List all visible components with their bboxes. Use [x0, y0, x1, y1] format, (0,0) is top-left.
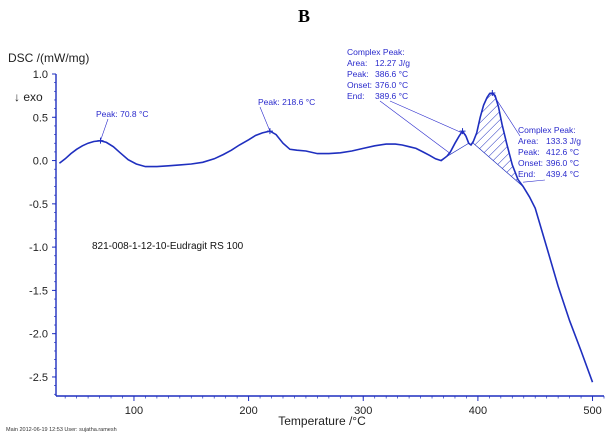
y-tick-label: 0.0	[33, 156, 48, 168]
complex-peak-1-end-key: End:	[347, 91, 365, 101]
footer-info: Main 2012-06-19 12:53 User: sujatha.rame…	[6, 427, 117, 433]
y-tick-label: 1.0	[33, 69, 48, 81]
complex-peak-2-end-value: 439.4 °C	[546, 169, 579, 179]
peak-70-label: Peak: 70.8 °C	[96, 109, 149, 119]
y-tick-label: 0.5	[33, 112, 48, 124]
peak-markers	[97, 90, 496, 144]
complex-peak-1-end-value: 389.6 °C	[375, 91, 408, 101]
complex-peak-2-annotation: Complex Peak: Area: 133.3 J/g Peak: 412.…	[518, 125, 581, 179]
y-tick-label: -0.5	[29, 199, 48, 211]
annotation-leaders	[100, 92, 546, 183]
complex-peak-2-end-key: End:	[518, 169, 536, 179]
leader-line	[259, 106, 271, 132]
y-tick-label: -1.5	[29, 285, 48, 297]
x-tick-label: 300	[354, 405, 372, 417]
x-tick-label: 200	[239, 405, 257, 417]
complex-peak-1-peak-value: 386.6 °C	[375, 69, 408, 79]
complex-peak-2-area-value: 133.3 J/g	[546, 136, 581, 146]
complex-peak-1-peak-key: Peak:	[347, 69, 369, 79]
complex-peak-1-title: Complex Peak:	[347, 47, 405, 57]
x-tick-label: 400	[469, 405, 487, 417]
leader-line	[100, 118, 109, 141]
complex-peak-1-onset-key: Onset:	[347, 80, 372, 90]
complex-peak-1-onset-value: 376.0 °C	[375, 80, 408, 90]
y-ticks: 1.0 0.5 0.0 -0.5 -1.0 -1.5 -2.0 -2.5	[29, 69, 56, 395]
leader-line	[379, 100, 451, 154]
peak-marker	[489, 90, 496, 97]
exo-label: ↓ exo	[14, 90, 43, 104]
y-axis-label: DSC /(mW/mg)	[8, 51, 89, 65]
y-tick-label: -1.0	[29, 242, 48, 254]
y-tick-label: -2.0	[29, 329, 48, 341]
complex-peak-1-area-value: 12.27 J/g	[375, 58, 410, 68]
complex-peak-1-area-key: Area:	[347, 58, 367, 68]
dsc-curve	[58, 92, 594, 383]
complex-peak-2-title: Complex Peak:	[518, 125, 576, 135]
peak-218-label: Peak: 218.6 °C	[258, 97, 315, 107]
sample-label: 821-008-1-12-10-Eudragit RS 100	[92, 241, 244, 252]
leader-line	[389, 100, 467, 135]
complex-peak-2-onset-key: Onset:	[518, 158, 543, 168]
leader-line	[492, 92, 521, 137]
complex-peak-2-onset-value: 396.0 °C	[546, 158, 579, 168]
x-ticks: 100 200 300 400 500	[64, 396, 605, 417]
complex-peak-2-peak-value: 412.6 °C	[546, 147, 579, 157]
y-tick-label: -2.5	[29, 372, 48, 384]
x-tick-label: 500	[583, 405, 601, 417]
leader-line	[523, 179, 546, 183]
panel-label: B	[297, 6, 310, 26]
x-tick-label: 100	[125, 405, 143, 417]
complex-peak-1-annotation: Complex Peak: Area: 12.27 J/g Peak: 386.…	[347, 47, 410, 101]
x-axis-label: Temperature /°C	[278, 414, 366, 428]
peak-marker	[97, 137, 104, 144]
complex-peak-2-area-key: Area:	[518, 136, 538, 146]
complex-peak-2-peak-key: Peak:	[518, 147, 540, 157]
